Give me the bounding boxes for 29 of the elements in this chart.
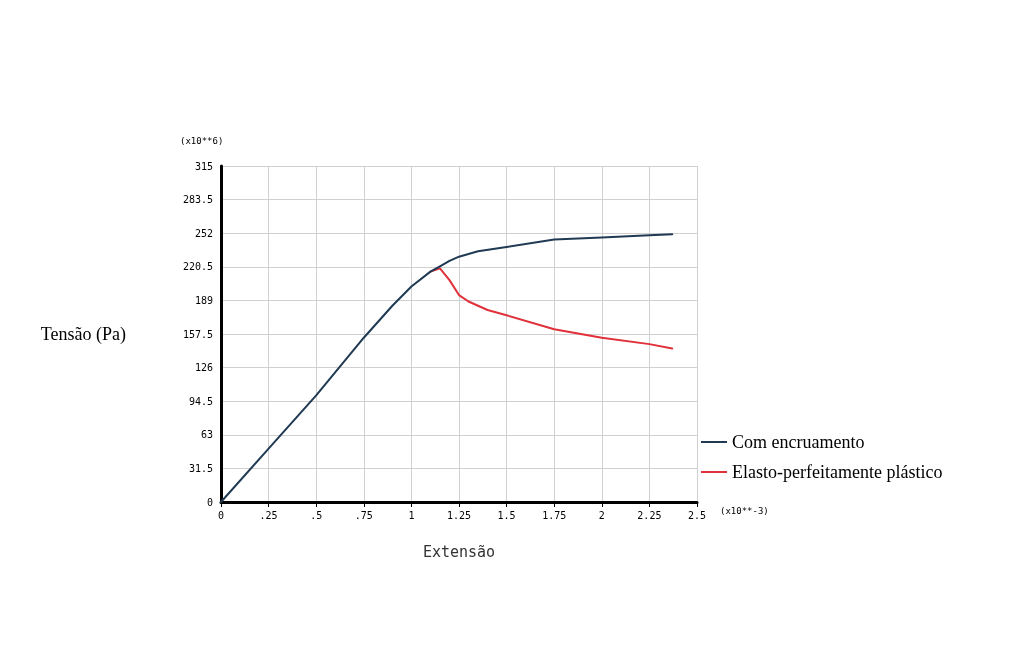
y-tick-label: 283.5 <box>182 194 213 206</box>
y-tick-label: 31.5 <box>188 462 213 474</box>
y-tick-label: 157.5 <box>182 328 213 340</box>
x-tick-label: 1.25 <box>446 509 472 521</box>
x-tick-label: 1 <box>408 509 415 521</box>
x-tick-label: 2.5 <box>687 509 707 521</box>
x-tick-label: 0 <box>217 509 225 521</box>
x-tick-label: .5 <box>310 509 323 521</box>
y-tick-label: 189 <box>194 294 213 306</box>
text: (x10**6) <box>180 135 224 146</box>
x-tick-label: 1.5 <box>497 509 516 521</box>
y-tick-label: 126 <box>194 362 213 374</box>
x-tick-label: 2.25 <box>637 509 662 521</box>
y-tick-label: 220.5 <box>182 261 213 273</box>
y-tick-label: 63 <box>200 429 213 441</box>
line-series <box>220 233 674 503</box>
x-tick-label: 1.75 <box>542 509 567 521</box>
legend-label: Com encruamento <box>732 432 865 452</box>
y-tick-label: 252 <box>194 227 213 239</box>
x-tick-label: .25 <box>259 509 278 521</box>
x-axis-title: Extensão <box>422 542 496 561</box>
legend-label: Elasto-perfeitamente plástico <box>732 462 943 482</box>
x-tick-label: .75 <box>354 509 373 521</box>
y-tick-label: 315 <box>194 160 213 172</box>
y-tick-label: 0 <box>206 496 213 508</box>
x-tick-label: 2 <box>598 509 605 521</box>
y-tick-label: 94.5 <box>188 395 213 407</box>
text: (x10**-3) <box>720 505 769 516</box>
y-axis-title: Tensão (Pa) <box>40 324 126 345</box>
